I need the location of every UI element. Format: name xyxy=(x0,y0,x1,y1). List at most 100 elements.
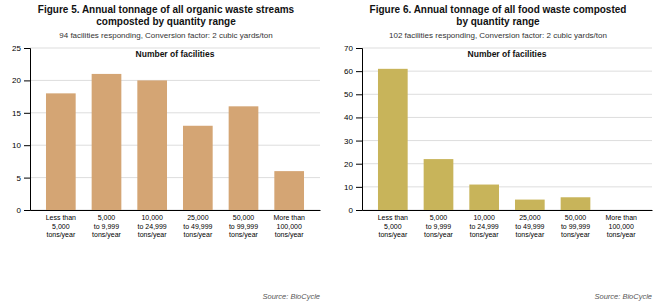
x-tick-label-line: to 24,999 xyxy=(470,223,499,230)
x-tick: More than100,000tons/year xyxy=(273,210,305,239)
x-tick: 25,000to 49,999tons/year xyxy=(183,210,213,239)
y-tick: 25 xyxy=(12,44,30,53)
x-tick-label: 50,000 to 99,999tons/year xyxy=(561,214,591,240)
x-tick-label: 5,000to 9,999tons/year xyxy=(92,214,121,240)
bar xyxy=(229,106,259,210)
y-tick-label: 60 xyxy=(344,67,353,76)
subtitle: 94 facilities responding, Conversion fac… xyxy=(59,31,272,40)
bar xyxy=(378,69,408,210)
y-tick-mark xyxy=(356,164,362,165)
x-tick-label-line: 25,000 xyxy=(519,214,541,221)
x-tick-label-line: Less than xyxy=(378,214,408,221)
y-tick: 0 xyxy=(17,206,30,215)
bars xyxy=(46,74,304,210)
y-tick-mark xyxy=(356,48,362,49)
grid xyxy=(30,48,320,210)
y-tick-label: 10 xyxy=(344,183,353,192)
y-tick: 50 xyxy=(344,90,362,99)
x-axis: Less than5,000tons/year5,000to 9,999tons… xyxy=(363,210,653,239)
x-tick-label-line: to 99,999 xyxy=(561,223,590,230)
x-tick-label-line: tons/year xyxy=(46,231,75,239)
y-tick-mark xyxy=(356,187,362,188)
x-tick: More than 100,000tons/year xyxy=(605,210,637,239)
y-tick-mark xyxy=(24,113,30,114)
x-axis-line xyxy=(31,210,321,211)
x-tick-label-line: 100,000 xyxy=(609,223,634,230)
x-tick-label-line: 50,000 xyxy=(565,214,587,221)
x-tick-label-line: tons/year xyxy=(229,231,258,239)
x-tick-label: 10,000 to 24,999tons/year xyxy=(138,214,168,240)
x-tick-label-line: More than xyxy=(605,214,637,221)
title: Figure 5. Annual tonnage of all organic … xyxy=(38,4,295,15)
y-tick-mark xyxy=(356,141,362,142)
x-tick-label-line: tons/year xyxy=(92,231,121,239)
y-tick: 60 xyxy=(344,67,362,76)
grid xyxy=(362,48,652,210)
y-tick-mark xyxy=(356,94,362,95)
x-tick-label-line: 5,000 xyxy=(430,214,448,221)
x-tick-label-line: 10,000 xyxy=(141,214,163,221)
x-tick-label-line: to 49,999 xyxy=(183,223,212,230)
x-tick-label-line: to 9,999 xyxy=(426,223,451,230)
x-tick: 25,000to 49,999tons/year xyxy=(515,210,545,239)
bar xyxy=(274,171,304,210)
x-tick-label-line: More than xyxy=(273,214,305,221)
plot: 0510152025Less than5,000tons/year5,000to… xyxy=(12,44,320,239)
y-tick-mark xyxy=(356,71,362,72)
bar xyxy=(606,210,636,211)
x-tick-label-line: 5,000 xyxy=(52,223,70,230)
grid-line xyxy=(30,80,320,81)
y-tick-mark xyxy=(24,210,30,211)
y-tick-mark xyxy=(356,210,362,211)
x-tick-label: 5,000to 9,999tons/year xyxy=(424,214,453,240)
y-label: Number of facilities xyxy=(468,49,547,59)
annotation: Source: BioCycle xyxy=(262,292,320,301)
x-axis: Less than5,000tons/year5,000to 9,999tons… xyxy=(31,210,321,239)
bar xyxy=(424,159,454,210)
x-tick-label: 50,000to 99,999tons/year xyxy=(229,214,259,240)
x-tick-label-line: 100,000 xyxy=(277,223,302,230)
y-tick-label: 50 xyxy=(344,90,353,99)
y-tick: 10 xyxy=(12,141,30,150)
y-tick-label: 5 xyxy=(17,174,22,183)
x-tick-label-line: 10,000 xyxy=(473,214,495,221)
bar xyxy=(561,197,591,210)
bars xyxy=(378,69,590,210)
x-tick: 50,000to 99,999tons/year xyxy=(229,210,259,239)
x-tick: 10,000 to 24,999tons/year xyxy=(138,210,168,239)
bar xyxy=(92,74,122,210)
y-tick-label: 15 xyxy=(12,109,21,118)
x-tick-label: 10,000 to 24,999tons/year xyxy=(470,214,500,240)
y-tick-label: 40 xyxy=(344,113,353,122)
bar xyxy=(515,200,545,210)
y-tick: 70 xyxy=(344,44,362,53)
plot: 010203040506070Less than5,000tons/year5,… xyxy=(344,44,652,239)
x-tick-label-line: tons/year xyxy=(138,231,167,239)
y-tick: 15 xyxy=(12,109,30,118)
title: Figure 6. Annual tonnage of all food was… xyxy=(370,4,627,15)
y-tick-mark xyxy=(356,117,362,118)
x-tick-label-line: tons/year xyxy=(607,231,636,239)
x-tick-label: More than100,000tons/year xyxy=(273,214,305,240)
x-tick-label-line: tons/year xyxy=(470,231,499,239)
x-tick-label-line: to 9,999 xyxy=(94,223,119,230)
x-tick-label-line: tons/year xyxy=(561,231,590,239)
y-tick: 20 xyxy=(12,76,30,85)
chart-panel: Figure 5. Annual tonnage of all organic … xyxy=(12,4,320,301)
x-tick-label-line: 5,000 xyxy=(384,223,402,230)
x-tick: Less than 5,000tons/year xyxy=(378,210,408,239)
y-tick-mark xyxy=(24,48,30,49)
x-tick-label-line: 25,000 xyxy=(187,214,209,221)
x-tick-label-line: to 49,999 xyxy=(515,223,544,230)
x-tick-label-line: tons/year xyxy=(378,231,407,239)
x-tick-label-line: 50,000 xyxy=(233,214,255,221)
y-tick-label: 20 xyxy=(344,160,353,169)
x-tick-label-line: to 24,999 xyxy=(138,223,167,230)
y-label: Number of facilities xyxy=(136,49,215,59)
title: composted by quantity range xyxy=(96,16,236,27)
y-tick-mark xyxy=(24,145,30,146)
x-tick: Less than5,000tons/year xyxy=(46,210,76,239)
x-tick: 10,000 to 24,999tons/year xyxy=(470,210,500,239)
y-axis-line xyxy=(356,49,363,211)
bar xyxy=(469,185,499,210)
